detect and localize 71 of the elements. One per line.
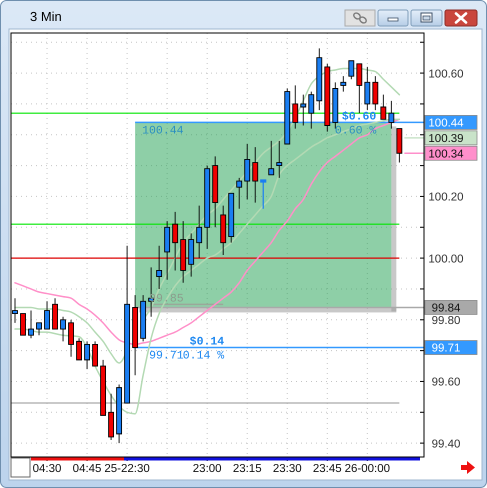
candlestick [212, 156, 218, 228]
candlestick [316, 48, 322, 111]
candlestick [36, 322, 42, 336]
candlestick [100, 359, 106, 416]
candlestick [260, 179, 266, 210]
candlestick [228, 192, 234, 244]
candlestick [348, 60, 354, 80]
line-series [14, 118, 400, 415]
candlestick [340, 76, 346, 92]
annotation: $0.60 [342, 110, 376, 124]
candlestick [324, 63, 330, 132]
candlestick [156, 245, 162, 290]
candlestick [244, 144, 250, 200]
candlestick [188, 232, 194, 278]
candlestick [28, 310, 34, 339]
candlestick [308, 91, 314, 130]
x-tick-label: 25-22:30 [104, 463, 150, 475]
candlestick [140, 294, 146, 342]
candlestick [276, 140, 282, 178]
candlestick [284, 88, 290, 144]
candlestick [204, 165, 210, 250]
candlestick [92, 340, 98, 366]
candlestick [380, 94, 386, 120]
candlestick [84, 340, 90, 370]
candlestick [388, 100, 394, 130]
candlestick [76, 338, 82, 360]
x-tick-label: 23:15 [232, 463, 262, 475]
y-tick-label: 100.00 [428, 253, 464, 266]
y-tick-label: 100.20 [428, 192, 464, 204]
candlestick [68, 319, 74, 358]
candlestick [44, 300, 50, 330]
annotation: 99.71 [149, 350, 184, 363]
ref-line-label: 100.39 [428, 133, 464, 146]
ref-line-label: 100.44 [428, 118, 464, 130]
candlestick [164, 220, 170, 280]
annotation: $0.14 [190, 336, 224, 349]
x-tick-label: 04:45 [72, 463, 102, 475]
candlestick [52, 298, 58, 330]
y-tick-label: 100.60 [428, 68, 464, 80]
ref-line-label: 99.84 [432, 302, 461, 315]
candlestick [268, 140, 274, 176]
annotation: 0.14 % [182, 350, 224, 363]
y-tick-label: 99.80 [432, 314, 460, 327]
candlestick [196, 205, 202, 259]
candlestick [236, 177, 242, 210]
y-tick-label: 99.60 [432, 376, 460, 389]
line-series [14, 118, 400, 346]
candlestick [372, 76, 378, 111]
ref-line-label: 100.34 [428, 148, 464, 160]
candlestick [116, 384, 122, 444]
candlestick [292, 84, 298, 130]
x-tick-label: 26-00:00 [344, 463, 390, 475]
candlestick [396, 128, 402, 163]
candlestick [300, 94, 306, 126]
annotation: 100.44 [142, 124, 184, 138]
y-tick-label: 99.40 [432, 438, 460, 450]
candlestick [180, 220, 186, 284]
x-tick-label: 23:30 [272, 463, 302, 475]
candlestick [108, 393, 114, 440]
candlestick [220, 205, 226, 256]
candlestick [20, 313, 26, 336]
ref-line-label: 99.71 [432, 342, 460, 355]
candlestick [252, 146, 258, 204]
candlestick [172, 211, 178, 271]
candlestick [364, 66, 370, 111]
x-tick-label: 04:30 [32, 463, 62, 475]
x-tick-label: 23:00 [192, 463, 222, 475]
x-tick-label: 23:45 [312, 463, 342, 475]
candlestick [60, 316, 66, 342]
candlestick [132, 294, 138, 376]
chart-title: 3 Min [30, 9, 62, 24]
